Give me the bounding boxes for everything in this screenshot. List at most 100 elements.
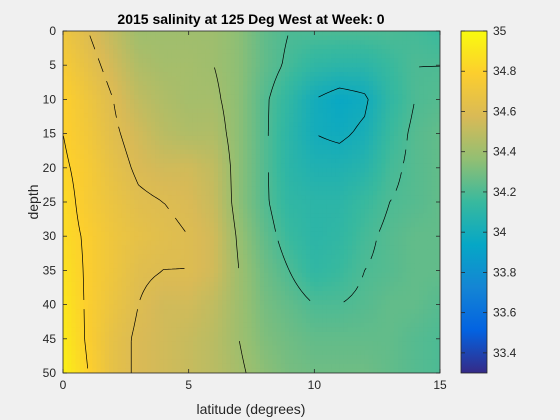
heatmap-cell [100,236,106,242]
heatmap-cell [289,213,294,219]
heatmap-cell [167,240,173,246]
heatmap-cell [217,49,223,55]
heatmap-cell [406,236,412,242]
heatmap-cell [243,62,248,69]
heatmap-cell [75,62,81,69]
heatmap-cell [272,53,278,59]
heatmap-cell [230,181,236,187]
heatmap-cell [146,40,152,46]
heatmap-cell [427,103,433,110]
heatmap-cell [238,49,244,55]
heatmap-cell [100,231,106,237]
heatmap-cell [280,163,286,169]
heatmap-cell [280,181,286,187]
heatmap-cell [372,53,378,59]
heatmap-cell [180,259,186,265]
heatmap-cell [176,268,181,274]
heatmap-cell [339,140,345,146]
heatmap-cell [289,76,294,82]
heatmap-cell [305,254,311,260]
heatmap-cell [276,122,282,128]
heatmap-cell [398,117,403,123]
heatmap-cell [389,81,395,87]
heatmap-cell [88,195,93,201]
heatmap-cell [130,217,135,224]
heatmap-cell [280,58,286,64]
heatmap-cell [230,94,236,100]
heatmap-cell [134,67,139,73]
heatmap-cell [381,76,387,82]
heatmap-cell [393,249,399,256]
heatmap-cell [134,227,139,233]
heatmap-cell [268,122,274,128]
heatmap-cell [71,222,77,228]
heatmap-cell [92,99,98,105]
heatmap-cell [414,62,420,69]
heatmap-cell [63,135,68,142]
heatmap-cell [318,117,324,123]
heatmap-cell [176,62,181,69]
heatmap-cell [171,213,177,219]
heatmap-cell [251,67,257,73]
heatmap-cell [234,126,240,132]
heatmap-cell [402,126,408,132]
heatmap-cell [352,76,357,82]
heatmap-cell [326,249,332,256]
heatmap-cell [360,176,366,183]
heatmap-cell [146,35,152,41]
heatmap-cell [406,117,412,123]
heatmap-cell [377,35,382,41]
heatmap-cell [238,236,244,242]
heatmap-cell [431,85,437,91]
heatmap-cell [188,108,194,114]
heatmap-cell [100,240,106,246]
heatmap-cell [272,277,278,283]
heatmap-cell [247,186,253,192]
heatmap-cell [88,222,93,228]
heatmap-cell [347,227,353,233]
heatmap-cell [385,268,391,274]
heatmap-cell [414,195,420,201]
heatmap-cell [209,117,215,123]
heatmap-cell [331,154,336,160]
heatmap-cell [255,222,261,228]
heatmap-cell [96,122,102,128]
heatmap-cell [184,44,190,50]
heatmap-cell [134,131,139,137]
heatmap-cell [192,190,198,196]
heatmap-cell [259,240,265,246]
heatmap-cell [180,72,186,78]
heatmap-cell [423,62,429,69]
heatmap-cell [75,227,81,233]
heatmap-cell [125,176,131,183]
heatmap-cell [318,49,324,55]
heatmap-cell [419,131,424,137]
heatmap-cell [188,208,194,214]
heatmap-cell [171,240,177,246]
heatmap-cell [372,122,378,128]
heatmap-cell [247,213,253,219]
heatmap-cell [213,208,219,214]
heatmap-cell [79,176,85,183]
heatmap-cell [197,94,202,100]
heatmap-cell [217,122,223,128]
heatmap-cell [368,213,374,219]
heatmap-cell [402,176,408,183]
heatmap-cell [104,35,110,41]
heatmap-cell [192,199,198,205]
heatmap-cell [423,135,429,142]
heatmap-cell [79,90,85,96]
heatmap-cell [339,249,345,256]
heatmap-cell [343,126,349,132]
heatmap-cell [176,35,181,41]
heatmap-cell [398,249,403,256]
heatmap-cell [201,58,207,64]
heatmap-cell [368,231,374,237]
heatmap-cell [414,35,420,41]
heatmap-cell [276,186,282,192]
heatmap-cell [293,217,299,224]
heatmap-cell [402,181,408,187]
heatmap-cell [289,199,294,205]
heatmap-cell [406,199,412,205]
heatmap-cell [423,231,429,237]
